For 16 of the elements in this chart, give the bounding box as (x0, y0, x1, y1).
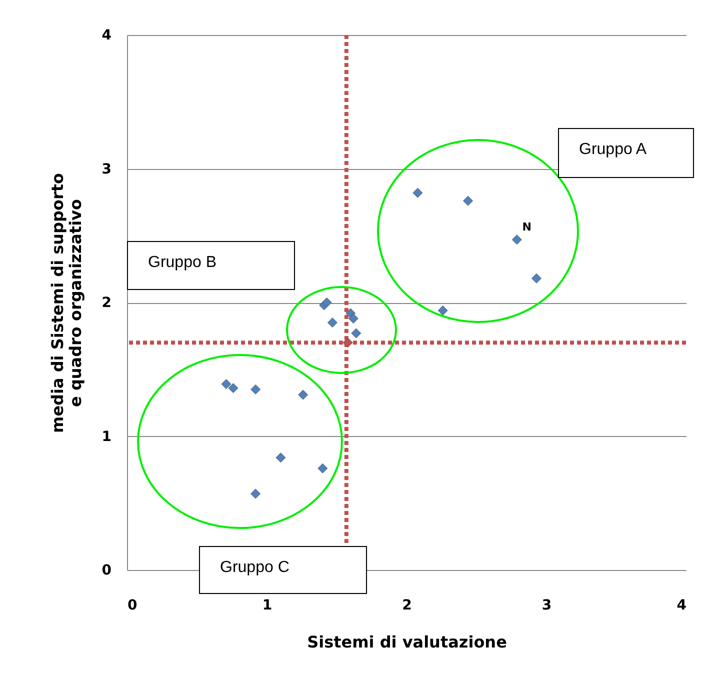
y-tick-label: 4 (102, 28, 112, 44)
y-tick-label: 0 (102, 562, 112, 578)
label-box: Gruppo C (199, 546, 367, 594)
y-tick-label: 1 (102, 428, 112, 445)
x-tick-label: 3 (542, 598, 552, 614)
x-tick-label: 1 (262, 598, 272, 614)
y-tick-label: 2 (102, 295, 112, 311)
x-tick-label: 0 (128, 598, 138, 614)
y-axis-title: media di Sistemi di supporto e quadro organizzativo (48, 173, 85, 433)
annotation: N (522, 220, 532, 234)
label-box: Gruppo A (558, 128, 694, 178)
x-axis-title: Sistemi di valutazione (307, 632, 508, 652)
y-tick-label: 3 (102, 161, 112, 178)
x-tick-label: 4 (676, 598, 687, 614)
x-tick-label: 2 (402, 598, 412, 614)
label-box: Gruppo B (127, 241, 295, 290)
